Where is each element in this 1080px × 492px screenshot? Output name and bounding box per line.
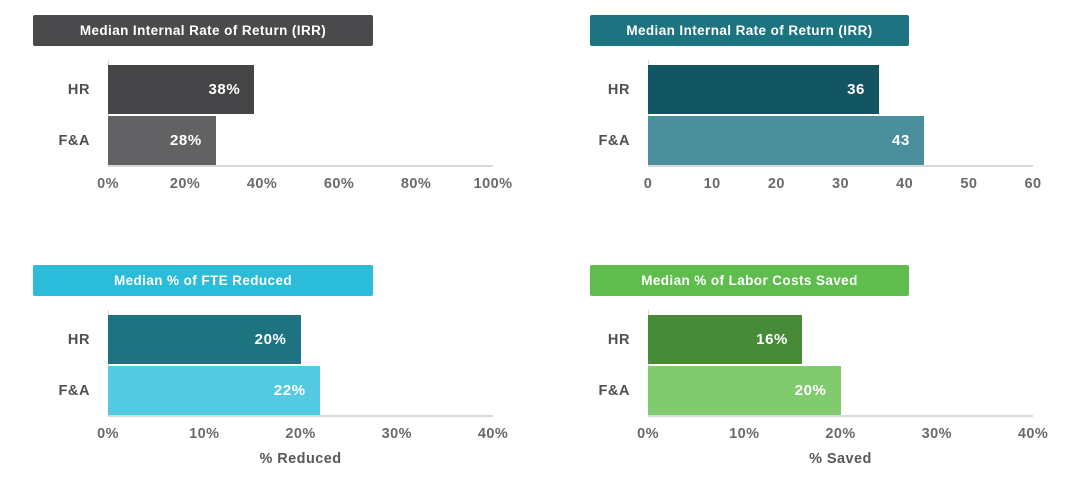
bar-track: 28% [108, 116, 493, 165]
plot-area: HR 16% F&A 20% 0% 10 [540, 310, 1080, 467]
bar-track: 16% [648, 315, 1033, 364]
axis-tick-label: 30% [921, 426, 952, 442]
axis-tick-label: 40% [477, 426, 509, 442]
x-axis-title: % Reduced [259, 451, 342, 467]
fa-bar-value-label: 43 [892, 132, 910, 149]
hr-bar: 20% [108, 315, 301, 364]
x-axis-title: % Saved [809, 451, 872, 467]
axis-tick-label: 30 [832, 176, 849, 192]
x-axis-line [108, 415, 493, 417]
category-label-hr: HR [607, 331, 630, 348]
category-label-hr: HR [607, 81, 630, 98]
axis-tick-label: 10% [729, 426, 760, 442]
bar-row-fa: F&A 22% [0, 366, 493, 415]
axis-tick-label: 20% [825, 426, 856, 442]
axis-tick-label: 0% [97, 426, 119, 442]
x-axis-line [648, 165, 1033, 167]
bar-row-hr: HR 36 [540, 65, 1033, 114]
plot-area: HR 36 F&A 43 0 10 20 3 [540, 60, 1080, 194]
bar-row-hr: HR 16% [540, 315, 1033, 364]
bar-row-hr: HR 38% [0, 65, 493, 114]
chart-panel-labor-costs-saved: Median % of Labor Costs Saved HR 16% F&A [540, 246, 1080, 492]
axis-tick-label: 80% [400, 176, 432, 192]
category-label-fa: F&A [598, 382, 630, 399]
bar-row-hr: HR 20% [0, 315, 493, 364]
x-axis-ticks: 0 10 20 30 40 50 60 [644, 176, 1041, 194]
hr-bar-value-label: 38% [208, 81, 241, 98]
axis-tick-label: 10 [703, 176, 721, 192]
bar-track: 20% [648, 366, 1033, 415]
bar-row-fa: F&A 43 [540, 116, 1033, 165]
chart-panel-irr-gray: Median Internal Rate of Return (IRR) HR … [0, 0, 540, 246]
bar-track: 38% [108, 65, 493, 114]
fa-bar-value-label: 28% [169, 132, 202, 149]
category-label-hr: HR [67, 81, 90, 98]
fa-bar: 43 [648, 116, 924, 165]
fa-bar-value-label: 22% [273, 382, 306, 399]
axis-tick-label: 10% [189, 426, 220, 442]
x-axis-ticks: 0% 10% 20% 30% 40% [637, 426, 1048, 444]
bars-group: HR 16% F&A 20% [540, 310, 1033, 415]
plot-area: HR 38% F&A 28% 0% 20 [0, 60, 540, 194]
category-label-fa: F&A [58, 382, 90, 399]
chart-title: Median % of Labor Costs Saved [641, 273, 858, 288]
axis-tick-label: 60 [1024, 176, 1042, 192]
bars-group: HR 38% F&A 28% [0, 60, 493, 165]
x-axis-ticks: 0% 20% 40% 60% 80% 100% [97, 176, 512, 194]
axis-tick-label: 0% [97, 176, 119, 192]
axis-tick-label: 40 [896, 176, 914, 192]
hr-bar-value-label: 16% [756, 331, 788, 348]
axis-tick-label: 20 [767, 176, 785, 192]
chart-title: Median Internal Rate of Return (IRR) [79, 23, 327, 38]
hr-bar: 38% [108, 65, 255, 114]
bar-track: 36 [648, 65, 1033, 114]
chart-title-bar: Median % of FTE Reduced [33, 265, 373, 296]
axis-tick-label: 40% [1017, 426, 1049, 442]
axis-tick-label: 0 [643, 176, 653, 192]
chart-panel-irr-teal: Median Internal Rate of Return (IRR) HR … [540, 0, 1080, 246]
bar-row-fa: F&A 28% [0, 116, 493, 165]
axis-tick-label: 0% [637, 426, 659, 442]
x-axis-line [648, 415, 1033, 417]
axis-tick-label: 100% [473, 176, 513, 192]
bar-track: 43 [648, 116, 1033, 165]
fa-bar: 20% [648, 366, 841, 415]
axis-tick-label: 50 [960, 176, 978, 192]
bar-row-fa: F&A 20% [540, 366, 1033, 415]
chart-title: Median Internal Rate of Return (IRR) [626, 23, 873, 38]
bars-group: HR 36 F&A 43 [540, 60, 1033, 165]
bars-group: HR 20% F&A 22% [0, 310, 493, 415]
axis-tick-label: 60% [323, 176, 355, 192]
bar-track: 20% [108, 315, 493, 364]
plot-area: HR 20% F&A 22% 0% 10 [0, 310, 540, 467]
chart-title: Median % of FTE Reduced [113, 273, 293, 288]
axis-tick-label: 20% [285, 426, 316, 442]
axis-tick-label: 40% [246, 176, 278, 192]
hr-bar: 36 [648, 65, 879, 114]
axis-tick-label: 20% [169, 176, 201, 192]
fa-bar: 28% [108, 116, 216, 165]
hr-bar-value-label: 36 [847, 81, 865, 98]
hr-bar: 16% [648, 315, 802, 364]
fa-bar: 22% [108, 366, 320, 415]
chart-title-bar: Median Internal Rate of Return (IRR) [590, 15, 909, 46]
bar-track: 22% [108, 366, 493, 415]
axis-tick-label: 30% [381, 426, 412, 442]
hr-bar-value-label: 20% [254, 331, 287, 348]
category-label-hr: HR [67, 331, 90, 348]
x-axis-ticks: 0% 10% 20% 30% 40% [97, 426, 508, 444]
chart-title-bar: Median Internal Rate of Return (IRR) [33, 15, 373, 46]
category-label-fa: F&A [598, 132, 630, 149]
fa-bar-value-label: 20% [794, 382, 827, 399]
x-axis-line [108, 165, 493, 167]
chart-title-bar: Median % of Labor Costs Saved [590, 265, 909, 296]
chart-panel-fte-reduced: Median % of FTE Reduced HR 20% F&A 2 [0, 246, 540, 492]
category-label-fa: F&A [58, 132, 90, 149]
